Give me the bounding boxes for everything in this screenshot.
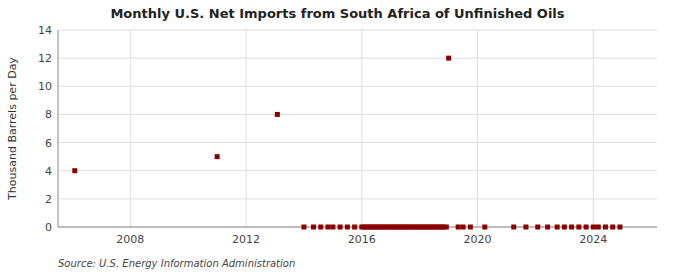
point [545,225,550,230]
point [275,112,280,117]
y-grid-line [58,58,657,59]
y-grid-line [58,227,657,228]
y-grid-line [58,170,657,171]
point [461,225,466,230]
point [511,225,516,230]
y-tick-label: 14 [38,24,52,37]
point [603,225,608,230]
point [352,225,357,230]
point [330,225,335,230]
x-tick-label: 2012 [232,233,260,246]
points [72,56,622,230]
chart-svg: Monthly U.S. Net Imports from South Afri… [0,0,675,275]
axes: 0 2 4 6 8 10 12 14 2008 2012 2016 2020 2024 [38,24,657,246]
x-grid-line [477,30,478,227]
y-tick-label: 0 [45,221,52,234]
x-tick-label: 2016 [348,233,376,246]
point [584,225,589,230]
point [610,225,615,230]
y-tick-label: 8 [45,108,52,121]
y-tick-label: 2 [45,193,52,206]
y-grid-line [58,30,657,31]
point [555,225,560,230]
point [338,225,343,230]
title: Monthly U.S. Net Imports from South Afri… [110,6,564,21]
x-tick-label: 2024 [579,233,607,246]
x-axis-line [58,227,657,228]
point [72,168,77,173]
point [576,225,581,230]
x-grid-line [246,30,247,227]
point [523,225,528,230]
y-tick-label: 6 [45,137,52,150]
point [456,225,461,230]
point [318,225,323,230]
point [591,225,596,230]
y-axis-label: Thousand Barrels per Day [6,57,19,201]
point [482,225,487,230]
x-grid-line [130,30,131,227]
point [569,225,574,230]
source-note: Source: U.S. Energy Information Administ… [58,258,295,269]
x-grid-line [593,30,594,227]
y-axis-line [58,30,59,227]
point [468,225,473,230]
point [345,225,350,230]
y-grid-line [58,114,657,115]
grid [58,30,657,227]
x-tick-label: 2020 [464,233,492,246]
chart-container: Monthly U.S. Net Imports from South Afri… [0,0,675,275]
point [535,225,540,230]
point [617,225,622,230]
point [596,225,601,230]
y-grid-line [58,142,657,143]
point [325,225,330,230]
y-tick-label: 12 [38,52,52,65]
point [215,154,220,159]
point [444,225,449,230]
y-tick-label: 4 [45,165,52,178]
point [311,225,316,230]
point [446,56,451,61]
point [562,225,567,230]
point [301,225,306,230]
x-grid-line [361,30,362,227]
y-grid-line [58,86,657,87]
y-tick-label: 10 [38,80,52,93]
y-grid-line [58,198,657,199]
x-tick-label: 2008 [116,233,144,246]
